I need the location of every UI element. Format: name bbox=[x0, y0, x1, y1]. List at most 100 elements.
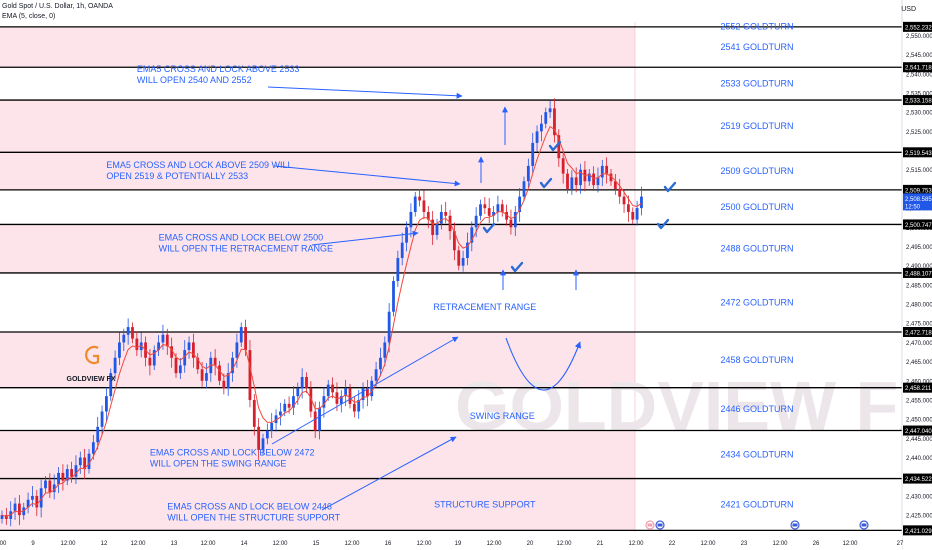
x-tick-label: 12:00 bbox=[700, 541, 716, 547]
candle-body bbox=[70, 469, 73, 477]
candle-body bbox=[509, 219, 513, 228]
candle-body bbox=[326, 384, 330, 397]
candle-body bbox=[461, 258, 465, 266]
candle-body bbox=[26, 499, 30, 508]
x-tick-label: 12:00 bbox=[772, 541, 788, 547]
event-flag-fill bbox=[657, 523, 663, 527]
countdown-label: 12:50 bbox=[905, 204, 921, 210]
candle-body bbox=[91, 442, 95, 454]
candle-body bbox=[640, 196, 643, 209]
candle-body bbox=[400, 242, 404, 259]
logo-g-icon bbox=[85, 345, 100, 365]
level-price-box bbox=[903, 184, 932, 195]
current-price-label: 2,508.585 bbox=[905, 197, 932, 203]
candle-body bbox=[413, 196, 417, 212]
candle-body bbox=[287, 403, 291, 408]
y-tick-label: 2,530.000 bbox=[906, 111, 932, 117]
candle-body bbox=[200, 369, 204, 381]
candle-body bbox=[605, 165, 609, 174]
candle-body bbox=[548, 108, 552, 113]
indicator-legend[interactable]: EMA (5, close, 0) bbox=[2, 13, 56, 20]
candle-body bbox=[261, 438, 265, 450]
candle-body bbox=[178, 365, 182, 374]
candle-body bbox=[574, 177, 578, 186]
level-price-label: 2,488.107 bbox=[905, 271, 932, 277]
candle-body bbox=[361, 388, 365, 400]
candle-body bbox=[205, 373, 208, 381]
level-price-box bbox=[903, 95, 932, 106]
level-price-label: 2,421.029 bbox=[905, 529, 932, 535]
candle-body bbox=[592, 173, 595, 186]
check-mark bbox=[663, 181, 677, 193]
arrow-layer bbox=[267, 86, 581, 511]
candle-body bbox=[65, 469, 69, 481]
candle-body bbox=[96, 426, 100, 443]
level-label: 2500 GOLDTURN bbox=[720, 202, 793, 212]
candle-body bbox=[196, 357, 200, 370]
x-tick-label: 14 bbox=[241, 541, 248, 547]
currency-label: USD bbox=[901, 6, 916, 13]
y-tick-label: 2,450.000 bbox=[906, 418, 932, 424]
time-axis-background bbox=[0, 534, 902, 550]
level-label: 2552 GOLDTURN bbox=[720, 21, 793, 31]
candle-body bbox=[379, 357, 382, 370]
watermark-text: GOLDVIEW FX bbox=[455, 367, 932, 445]
candle-body bbox=[52, 484, 56, 493]
level-label: 2509 GOLDTURN bbox=[720, 166, 793, 176]
time-axis[interactable]: 00 9 12:00 12 12:00 13 12:00 14 12:00 15 12:00 16 12… bbox=[0, 534, 904, 550]
candle-body bbox=[44, 480, 47, 489]
candle-body bbox=[357, 399, 361, 412]
candle-body bbox=[566, 173, 569, 189]
candle-body bbox=[600, 165, 604, 178]
y-tick-label: 2,465.000 bbox=[906, 360, 932, 366]
candle-body bbox=[535, 131, 539, 143]
candle-body bbox=[131, 327, 134, 339]
candle-body bbox=[157, 342, 160, 351]
candle-body bbox=[439, 211, 443, 224]
note-text: WILL OPEN THE SWING RANGE bbox=[150, 459, 287, 469]
candle-body bbox=[492, 211, 495, 216]
candle-body bbox=[561, 158, 565, 174]
candle-body bbox=[505, 211, 508, 220]
candle-body bbox=[35, 495, 39, 508]
y-tick-label: 2,515.000 bbox=[906, 168, 932, 174]
candle-body bbox=[544, 112, 548, 124]
candle-body bbox=[87, 453, 91, 470]
candle-body bbox=[213, 357, 217, 366]
y-tick-label: 2,440.000 bbox=[906, 456, 932, 462]
arrow-to-2500 bbox=[311, 230, 419, 246]
candle-body bbox=[426, 211, 430, 220]
note-text: WILL OPEN THE STRUCTURE SUPPORT bbox=[167, 512, 340, 522]
candle-body bbox=[479, 204, 482, 216]
candle-body bbox=[579, 169, 582, 186]
x-tick-label: 12:00 bbox=[200, 541, 216, 547]
swing-arc-arrow bbox=[505, 337, 581, 391]
candle-body bbox=[252, 399, 256, 427]
candle-body bbox=[100, 411, 104, 427]
level-price-label: 2,500.747 bbox=[905, 223, 932, 229]
x-tick-label: 21 bbox=[597, 541, 604, 547]
level-price-label: 2,533.158 bbox=[905, 99, 932, 105]
candle-body bbox=[226, 373, 230, 389]
candle-body bbox=[631, 211, 635, 220]
x-tick-label: 23 bbox=[741, 541, 748, 547]
level-label: 2446 GOLDTURN bbox=[720, 404, 793, 414]
candle-body bbox=[618, 188, 622, 197]
candle-body bbox=[322, 396, 326, 408]
price-axis[interactable]: 2,425.0002,430.0002,435.0002,440.0002,44… bbox=[901, 0, 932, 550]
y-tick-label: 2,540.000 bbox=[906, 72, 932, 78]
check-mark bbox=[656, 218, 670, 230]
zone-layer bbox=[0, 22, 636, 532]
symbol-title[interactable]: Gold Spot / U.S. Dollar, 1h, OANDA bbox=[2, 3, 113, 10]
level-price-box bbox=[903, 267, 932, 278]
candle-body bbox=[118, 342, 121, 358]
candle-body bbox=[152, 350, 156, 366]
y-tick-label: 2,535.000 bbox=[906, 91, 932, 97]
arrow-to-2533 bbox=[267, 86, 463, 99]
y-tick-label: 2,430.000 bbox=[906, 494, 932, 500]
candle-body bbox=[344, 388, 348, 397]
candle-body bbox=[387, 311, 391, 343]
level-label: 2541 GOLDTURN bbox=[720, 42, 793, 52]
